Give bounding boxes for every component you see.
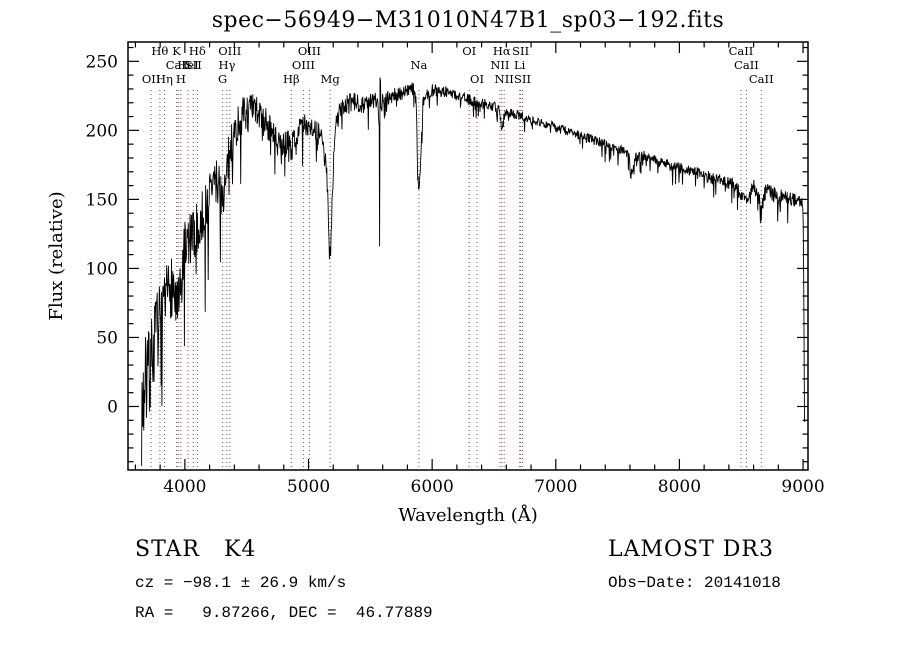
spectral-line-label: OI xyxy=(462,44,476,58)
x-tick-label: 9000 xyxy=(781,477,824,497)
spectral-line-label: H xyxy=(176,72,186,86)
spectral-line-label: Hθ xyxy=(151,44,168,58)
plot-title: spec−56949−M31010N47B1_sp03−192.fits xyxy=(211,8,725,33)
y-tick-label: 150 xyxy=(86,190,118,210)
y-tick-label: 0 xyxy=(107,397,118,417)
spectral-line-label: G xyxy=(218,72,227,86)
spectrum-line xyxy=(141,77,806,466)
spectral-line-label: OII xyxy=(142,72,161,86)
spectral-line-label: K xyxy=(172,44,181,58)
spectral-line-label: CaII xyxy=(166,58,191,72)
spectral-line-label: Hγ xyxy=(218,58,235,72)
x-tick-label: 4000 xyxy=(163,477,206,497)
x-axis-label: Wavelength (Å) xyxy=(398,504,538,526)
x-tick-label: 7000 xyxy=(534,477,577,497)
x-tick-label: 5000 xyxy=(287,477,330,497)
spectral-line-label: OIII xyxy=(218,44,241,58)
spectral-line-label: HeI xyxy=(177,58,198,72)
spectral-line-label: SII xyxy=(514,72,531,86)
spectral-line-label: NII xyxy=(495,72,514,86)
y-tick-label: 50 xyxy=(96,328,118,348)
survey-label: LAMOST DR3 xyxy=(608,537,774,562)
spectral-line-label: Mg xyxy=(321,72,341,86)
spectral-line-label: Li xyxy=(514,58,526,72)
ra-dec-value: RA = 9.87266, DEC = 46.77889 xyxy=(135,604,433,622)
spectral-line-label: CaII xyxy=(749,72,774,86)
spectral-line-label: OIII xyxy=(292,58,315,72)
spectral-line-label: Hα xyxy=(493,44,511,58)
x-tick-label: 6000 xyxy=(411,477,454,497)
obs-date: Obs−Date: 20141018 xyxy=(608,574,781,592)
spectral-line-label: CaII xyxy=(729,44,754,58)
y-axis-label: Flux (relative) xyxy=(46,191,67,320)
spectral-line-label: OI xyxy=(470,72,484,86)
y-tick-label: 250 xyxy=(86,52,118,72)
spectral-line-label: Hβ xyxy=(283,72,300,86)
spectral-line-label: OIII xyxy=(298,44,321,58)
axis-box xyxy=(127,41,809,471)
object-class-label: STAR K4 xyxy=(135,537,257,562)
plot-generated: 4000 5000 6000 7000 8000 9000 0 50 100 150 200 250 O… xyxy=(86,41,825,497)
spectral-line-label: CaII xyxy=(734,58,759,72)
spectral-line-label: Hδ xyxy=(189,44,206,58)
x-tick-label: 8000 xyxy=(658,477,701,497)
spectral-line-label: NII xyxy=(490,58,509,72)
spectral-line-label: Na xyxy=(410,58,427,72)
cz-value: cz = −98.1 ± 26.9 km/s xyxy=(135,574,347,592)
spectral-line-label: SII xyxy=(185,58,202,72)
y-tick-label: 100 xyxy=(86,259,118,279)
spectral-line-label: Hη xyxy=(156,72,173,86)
spectral-line-label: SII xyxy=(512,44,529,58)
y-tick-label: 200 xyxy=(86,121,118,141)
